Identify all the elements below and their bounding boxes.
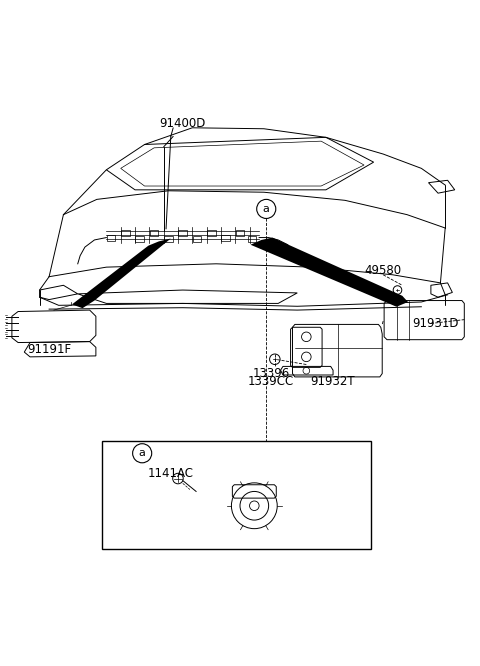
Bar <box>164 236 173 242</box>
Text: a: a <box>139 448 145 458</box>
Bar <box>150 230 158 236</box>
Text: 91932T: 91932T <box>311 375 355 388</box>
Text: 91191F: 91191F <box>27 343 71 356</box>
Text: a: a <box>263 204 270 214</box>
Text: 1339CC: 1339CC <box>248 375 294 388</box>
Text: 1141AC: 1141AC <box>148 468 194 480</box>
Bar <box>121 230 130 236</box>
Text: 13396: 13396 <box>252 367 289 380</box>
Text: 49580: 49580 <box>365 264 402 278</box>
Bar <box>207 230 216 236</box>
Bar <box>102 442 371 549</box>
Text: 91400D: 91400D <box>159 117 206 131</box>
Bar <box>107 234 116 241</box>
Bar <box>248 236 256 242</box>
Bar <box>135 236 144 242</box>
Polygon shape <box>72 238 171 308</box>
Bar <box>193 236 201 242</box>
Bar <box>236 230 244 236</box>
Bar <box>179 230 187 236</box>
Bar <box>221 234 230 241</box>
Polygon shape <box>251 238 408 307</box>
Text: 91931D: 91931D <box>412 317 459 330</box>
